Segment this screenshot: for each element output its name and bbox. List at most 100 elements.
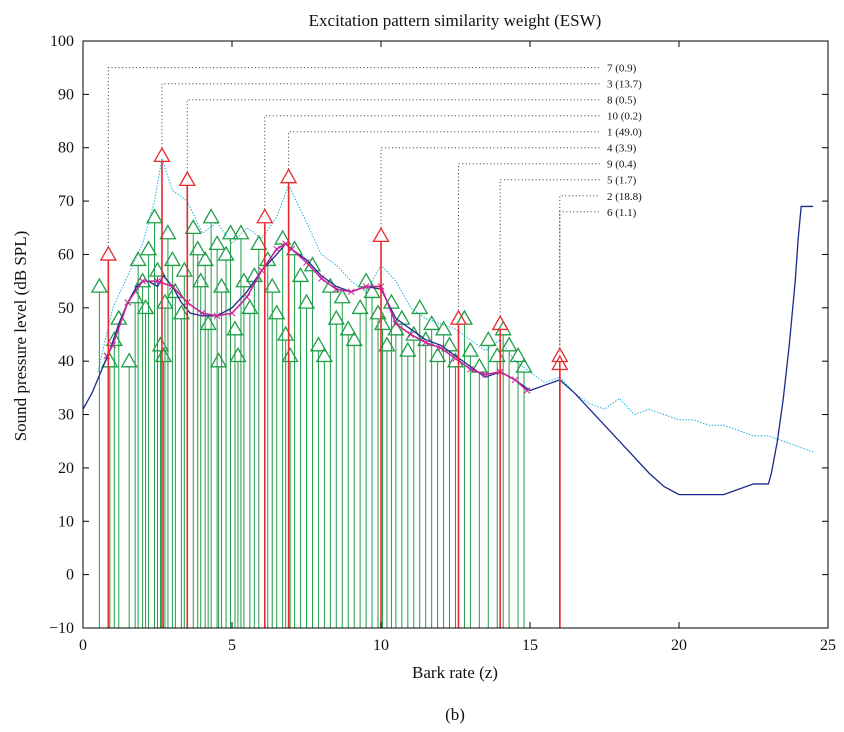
y-tick-label: −10 [49, 620, 74, 637]
plot-frame [82, 40, 829, 629]
component-marker [339, 320, 357, 336]
excitation-marker [362, 283, 370, 290]
component-marker [208, 234, 226, 251]
component-marker [434, 320, 453, 336]
selected-marker [491, 315, 509, 331]
component-marker [192, 272, 210, 288]
component-marker [327, 309, 345, 325]
excitation-marker [523, 387, 531, 394]
component-marker [241, 299, 259, 315]
component-marker [297, 293, 316, 309]
component-marker [133, 272, 152, 288]
component-marker [209, 352, 228, 368]
excitation-marker [169, 283, 176, 290]
annotation-leader-line [186, 99, 600, 172]
y-tick-label: 60 [58, 246, 74, 263]
y-tick-label: 0 [66, 567, 74, 584]
annotation-leader-line [559, 195, 600, 348]
component-marker [229, 347, 247, 363]
selected-marker [449, 309, 468, 325]
y-tick-label: 80 [58, 140, 74, 157]
annotation-label: 6 (1.1) [607, 207, 637, 219]
component-marker [494, 320, 512, 336]
chart-title: Excitation pattern similarity weight (ES… [309, 11, 602, 30]
annotation-label: 7 (0.9) [607, 63, 637, 75]
y-tick-label: 100 [50, 33, 74, 50]
component-marker [129, 250, 147, 267]
component-marker [196, 250, 214, 267]
selected-marker [372, 226, 390, 243]
annotation-leader-line [499, 179, 600, 316]
component-marker [250, 234, 268, 251]
excitation-marker [288, 245, 295, 253]
component-marker [139, 240, 158, 256]
component-marker [172, 304, 190, 320]
component-marker [226, 320, 244, 336]
component-marker [440, 336, 459, 352]
component-marker [217, 245, 235, 261]
excitation-marker [332, 285, 340, 293]
selected-marker [551, 347, 569, 363]
component-marker [154, 347, 173, 363]
excitation-marker [318, 275, 325, 282]
annotation-label: 9 (0.4) [607, 159, 637, 171]
y-tick-label: 10 [58, 513, 74, 530]
x-tick-label: 0 [79, 637, 87, 654]
excitation-marker [422, 339, 430, 346]
y-tick-label: 20 [58, 460, 74, 477]
component-marker [101, 352, 119, 368]
y-tick-label: 90 [58, 86, 74, 103]
component-marker [145, 208, 164, 224]
component-marker [399, 341, 417, 357]
annotation-label: 4 (3.9) [607, 143, 637, 155]
excitation-marker [392, 320, 400, 328]
excitation-marker [437, 344, 444, 352]
selected-marker [153, 146, 171, 163]
axes: 0 5 10 15 20 25 −10 0 10 20 30 40 50 60 70 80 90 100 [49, 33, 836, 654]
excitation-marker [282, 240, 289, 248]
x-tick-label: 5 [228, 637, 236, 654]
component-marker [378, 336, 396, 352]
component-marker [221, 224, 240, 240]
threshold-line [82, 205, 814, 496]
component-marker [189, 240, 207, 256]
y-tick-label: 30 [58, 407, 74, 424]
component-marker [393, 309, 411, 325]
component-marker [163, 250, 182, 267]
annotation-label: 5 (1.7) [607, 175, 637, 187]
annotation-leader-line [107, 67, 600, 247]
x-axis-label: Bark rate (z) [412, 663, 498, 682]
component-marker [345, 331, 363, 347]
selected-marker [256, 208, 274, 224]
component-marker [277, 325, 295, 341]
component-marker [351, 299, 369, 315]
component-marker [268, 304, 286, 320]
x-tick-label: 25 [820, 637, 836, 654]
y-tick-label: 50 [58, 300, 74, 317]
component-marker [309, 336, 328, 352]
component-marker [387, 320, 405, 336]
annotation-label: 10 (0.2) [607, 111, 642, 123]
excitation-marker [407, 331, 415, 338]
excitation-marker [228, 309, 236, 317]
component-marker [136, 299, 155, 315]
component-marker [515, 357, 533, 373]
annotation-leader-line [264, 115, 600, 210]
component-marker [105, 331, 123, 347]
component-marker [281, 347, 299, 363]
component-marker [263, 277, 281, 293]
component-marker [333, 288, 351, 304]
annotation-leader-line [457, 163, 600, 311]
selected-marker [551, 355, 569, 371]
annotation-label: 8 (0.5) [607, 95, 637, 107]
excitation-marker [109, 341, 117, 349]
y-tick-label: 40 [58, 353, 74, 370]
annotation-label: 3 (13.7) [607, 79, 642, 91]
excitation-marker [198, 309, 206, 317]
y-tick-label: 70 [58, 193, 74, 210]
excitation-marker [511, 376, 519, 384]
component-marker [373, 315, 392, 331]
excitation-marker [124, 299, 132, 306]
selected-marker [99, 245, 117, 261]
component-marker [423, 315, 441, 331]
